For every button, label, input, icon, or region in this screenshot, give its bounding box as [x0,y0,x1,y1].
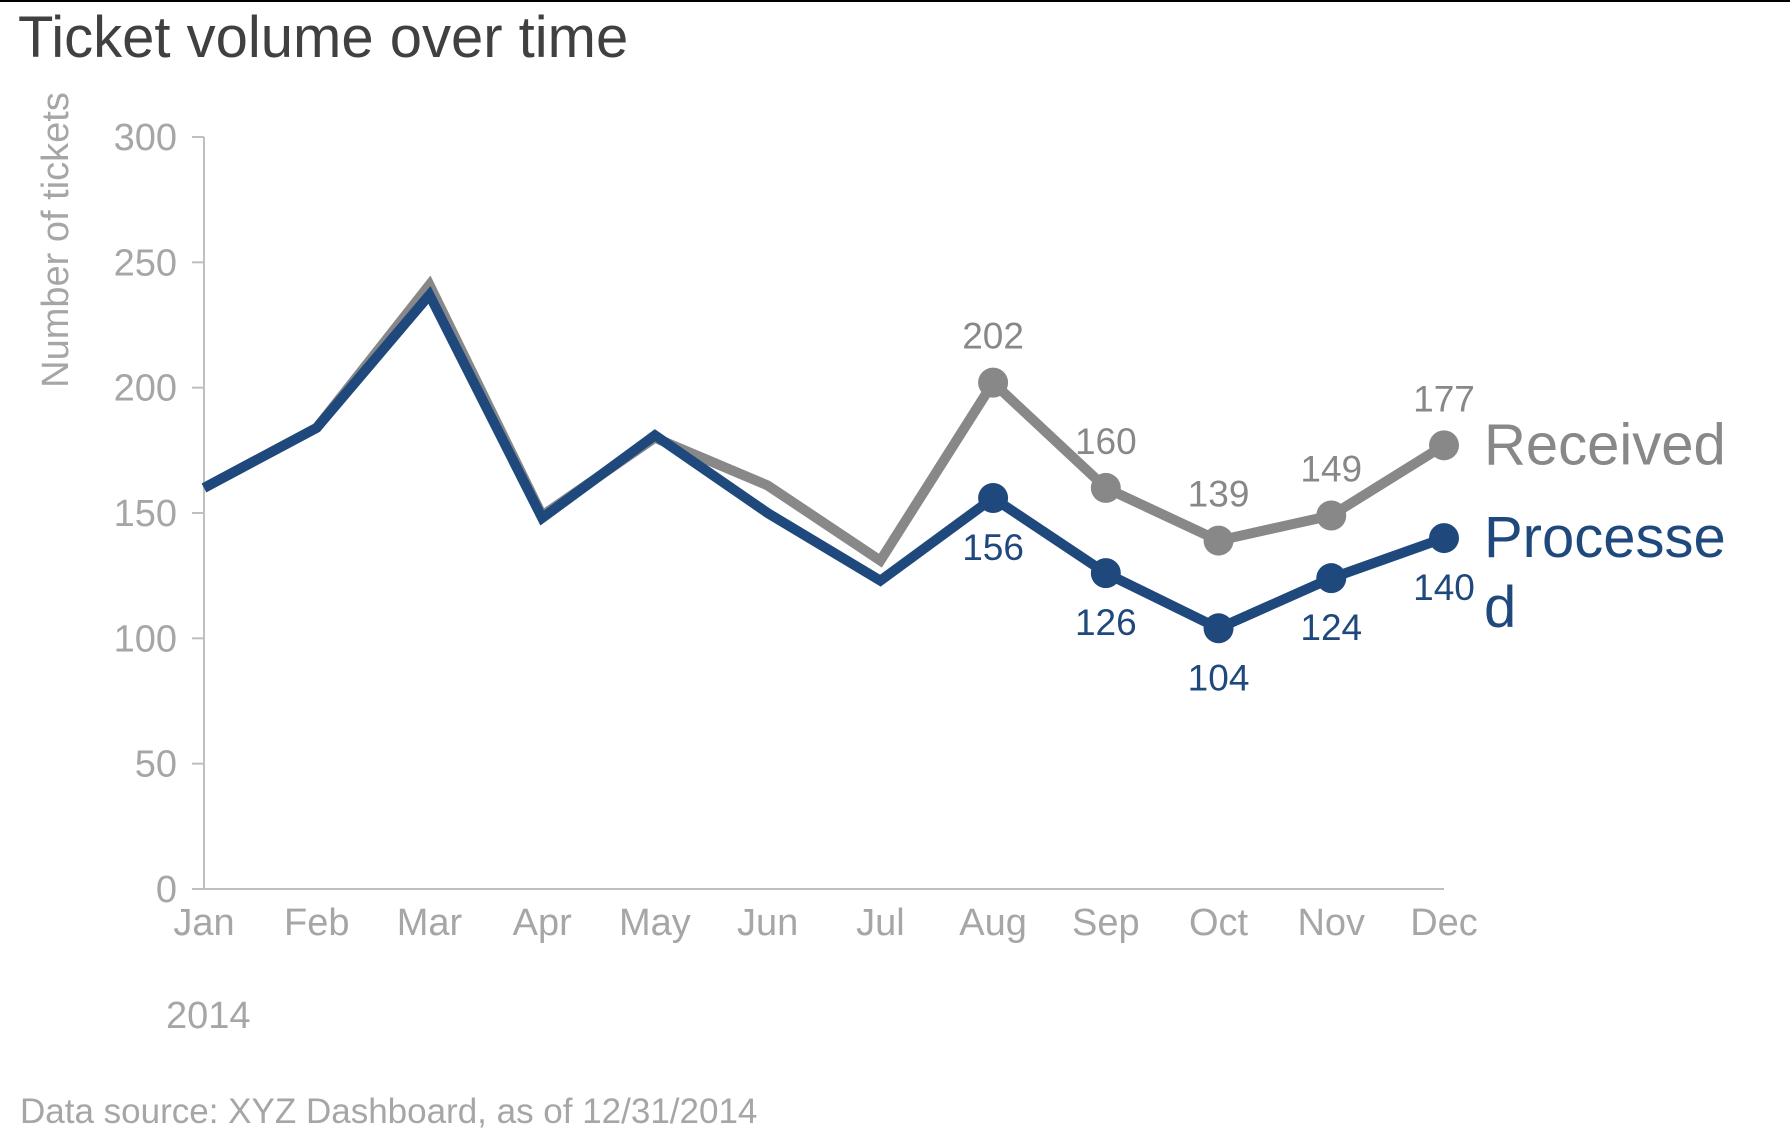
series-line-processed [201,285,1446,634]
y-tick-label: 50 [135,744,177,786]
data-label-received: 160 [1075,421,1137,462]
y-tick-label: 200 [114,368,177,410]
data-source-note: Data source: XYZ Dashboard, as of 12/31/… [20,1092,757,1131]
series-label-line: d [1484,575,1516,640]
y-tick-label: 250 [114,242,177,284]
series-label-processed: Processe d [1484,505,1726,640]
data-label-processed: 156 [962,527,1024,568]
data-label-received: 139 [1188,474,1250,515]
x-tick-label: Jun [737,902,798,944]
series-label-line: Processe [1484,505,1726,570]
x-tick-label: Jan [173,902,234,944]
axes: 0 50 100 150 200 250 300 Jan Feb Mar Apr May Jun Jul A… [114,117,1478,944]
data-label-received: 149 [1300,449,1362,490]
data-label-processed: 104 [1188,657,1250,698]
data-point-received [1316,500,1347,531]
y-tick-label: 150 [114,493,177,535]
x-tick-label: Sep [1072,902,1140,944]
x-tick-label: Mar [397,902,463,944]
data-point-received [1090,472,1121,503]
series-line-received [201,275,1447,568]
y-tick-label: 0 [156,869,177,911]
chart-title: Ticket volume over time [18,5,628,70]
x-axis-year-label: 2014 [166,995,251,1037]
top-rule [0,0,1790,2]
x-tick-label: Nov [1297,902,1365,944]
data-label-processed: 140 [1413,567,1475,608]
data-point-received [1429,430,1459,461]
data-point-processed [1090,558,1121,589]
data-point-processed [1203,613,1234,644]
data-point-processed [1316,563,1347,594]
data-label-received: 177 [1413,378,1475,419]
x-tick-label: Apr [513,902,572,944]
data-label-received: 202 [962,316,1024,357]
series-label-received: Received [1484,412,1726,477]
data-point-processed [1429,523,1459,554]
x-tick-label: Jul [856,902,905,944]
data-label-processed: 124 [1300,607,1362,648]
y-tick-label: 300 [114,117,177,159]
data-point-received [978,367,1009,398]
x-tick-label: May [619,902,691,944]
x-tick-label: Feb [284,902,349,944]
data-point-processed [978,482,1009,513]
data-label-processed: 126 [1075,602,1137,643]
x-tick-label: Oct [1189,902,1249,944]
y-tick-label: 100 [114,618,177,660]
data-point-received [1203,525,1234,556]
y-axis-label: Number of tickets [35,92,77,388]
x-tick-label: Dec [1410,902,1478,944]
series-label-line: Received [1484,412,1726,477]
x-tick-label: Aug [959,902,1027,944]
